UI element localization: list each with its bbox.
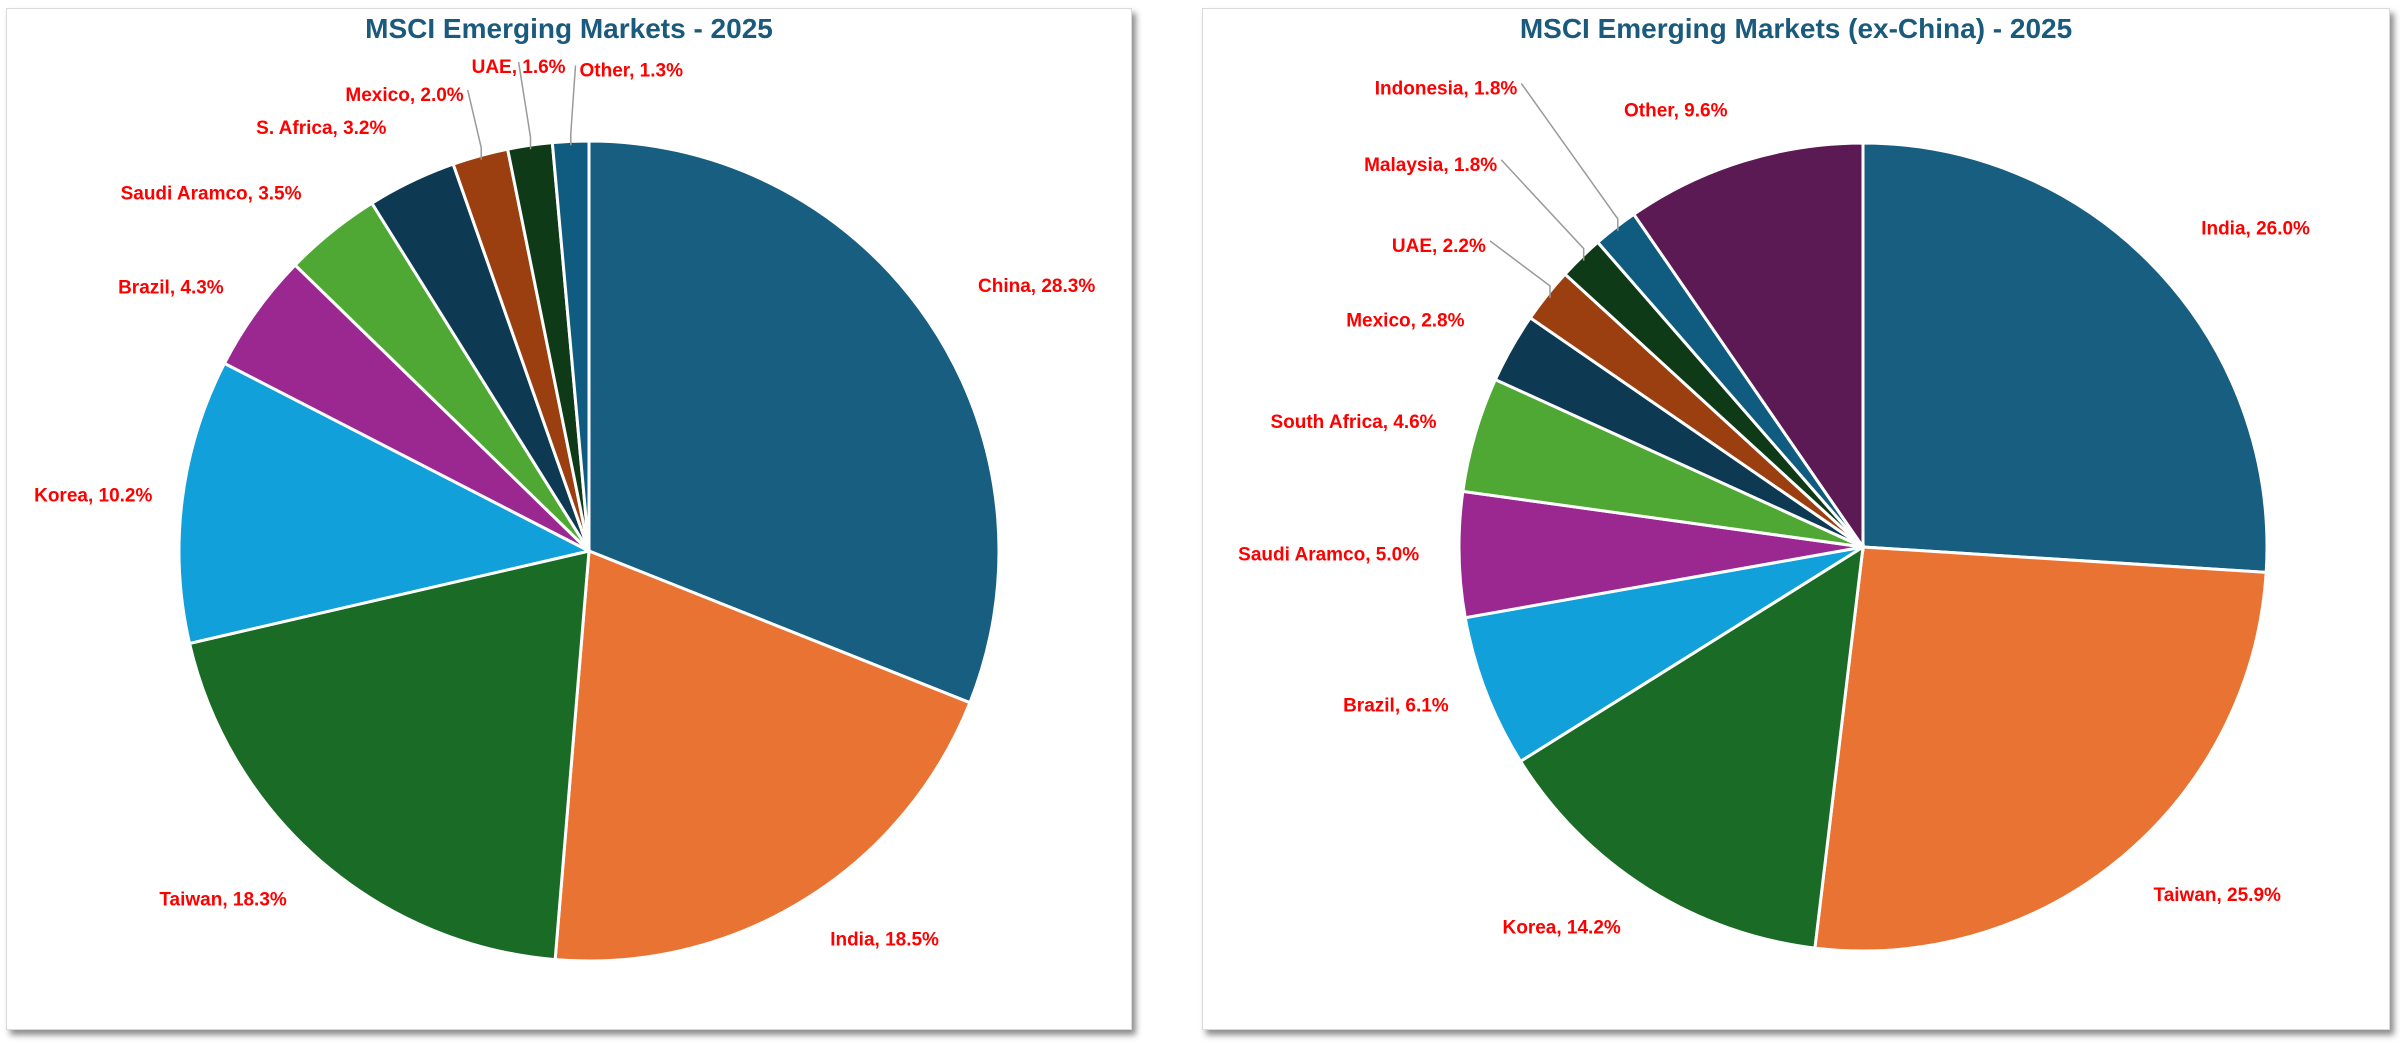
data-label-mexico: Mexico, 2.8%	[1346, 310, 1464, 331]
data-label-s-africa: S. Africa, 3.2%	[256, 118, 386, 139]
leader-line-uae	[1489, 240, 1551, 298]
data-label-brazil: Brazil, 6.1%	[1343, 696, 1449, 717]
pie-slice-other	[1631, 141, 1865, 552]
data-label-mexico: Mexico, 2.0%	[345, 85, 463, 106]
pie-chart-left: China, 28.3% India, 18.5% Taiwan, 18.3% Kor…	[34, 57, 1095, 963]
pie-slice-korea	[1518, 544, 1865, 950]
data-label-malaysia: Malaysia, 1.8%	[1364, 155, 1497, 176]
data-label-other: Other, 9.6%	[1624, 101, 1728, 122]
chart-panel-left: MSCI Emerging Markets - 2025 China, 28.3…	[6, 8, 1132, 1030]
leader-line-indonesia	[1520, 82, 1619, 231]
data-label-korea: Korea, 14.2%	[1503, 918, 1621, 939]
data-label-taiwan: Taiwan, 18.3%	[159, 889, 287, 910]
pie-slice-india	[553, 548, 972, 963]
pie-slice-india	[1861, 141, 2269, 574]
pie-slice-taiwan	[187, 549, 591, 962]
leader-line-other	[570, 65, 577, 146]
leader-line-uae	[517, 61, 532, 150]
pie-slice-china	[587, 139, 1001, 705]
leader-line-mexico	[466, 89, 482, 160]
data-label-china: China, 28.3%	[978, 276, 1095, 297]
pie-slice-korea	[177, 361, 594, 646]
chart-title-right: MSCI Emerging Markets (ex-China) - 2025	[1519, 13, 2073, 44]
data-label-indonesia: Indonesia, 1.8%	[1375, 78, 1518, 99]
data-label-brazil: Brazil, 4.3%	[118, 277, 224, 298]
data-label-taiwan: Taiwan, 25.9%	[2154, 885, 2282, 906]
data-label-india: India, 18.5%	[830, 929, 939, 950]
data-label-uae: UAE, 2.2%	[1392, 236, 1486, 257]
data-label-south-africa: South Africa, 4.6%	[1270, 412, 1436, 433]
data-label-korea: Korea, 10.2%	[34, 486, 152, 507]
pie-slice-taiwan	[1813, 545, 2268, 953]
pie-chart-right: India, 26.0% Taiwan, 25.9% Korea, 14.2% Bra…	[1238, 78, 2310, 953]
chart-panel-right: MSCI Emerging Markets (ex-China) - 2025 …	[1202, 8, 2390, 1030]
data-label-india: India, 26.0%	[2201, 218, 2310, 239]
data-label-other: Other, 1.3%	[580, 61, 684, 82]
data-label-uae: UAE, 1.6%	[472, 57, 566, 78]
chart-title-left: MSCI Emerging Markets - 2025	[365, 13, 773, 44]
data-label-saudi-aramco: Saudi Aramco, 5.0%	[1238, 544, 1419, 565]
data-label-saudi-aramco: Saudi Aramco, 3.5%	[121, 184, 302, 205]
leader-line-malaysia	[1500, 159, 1585, 261]
